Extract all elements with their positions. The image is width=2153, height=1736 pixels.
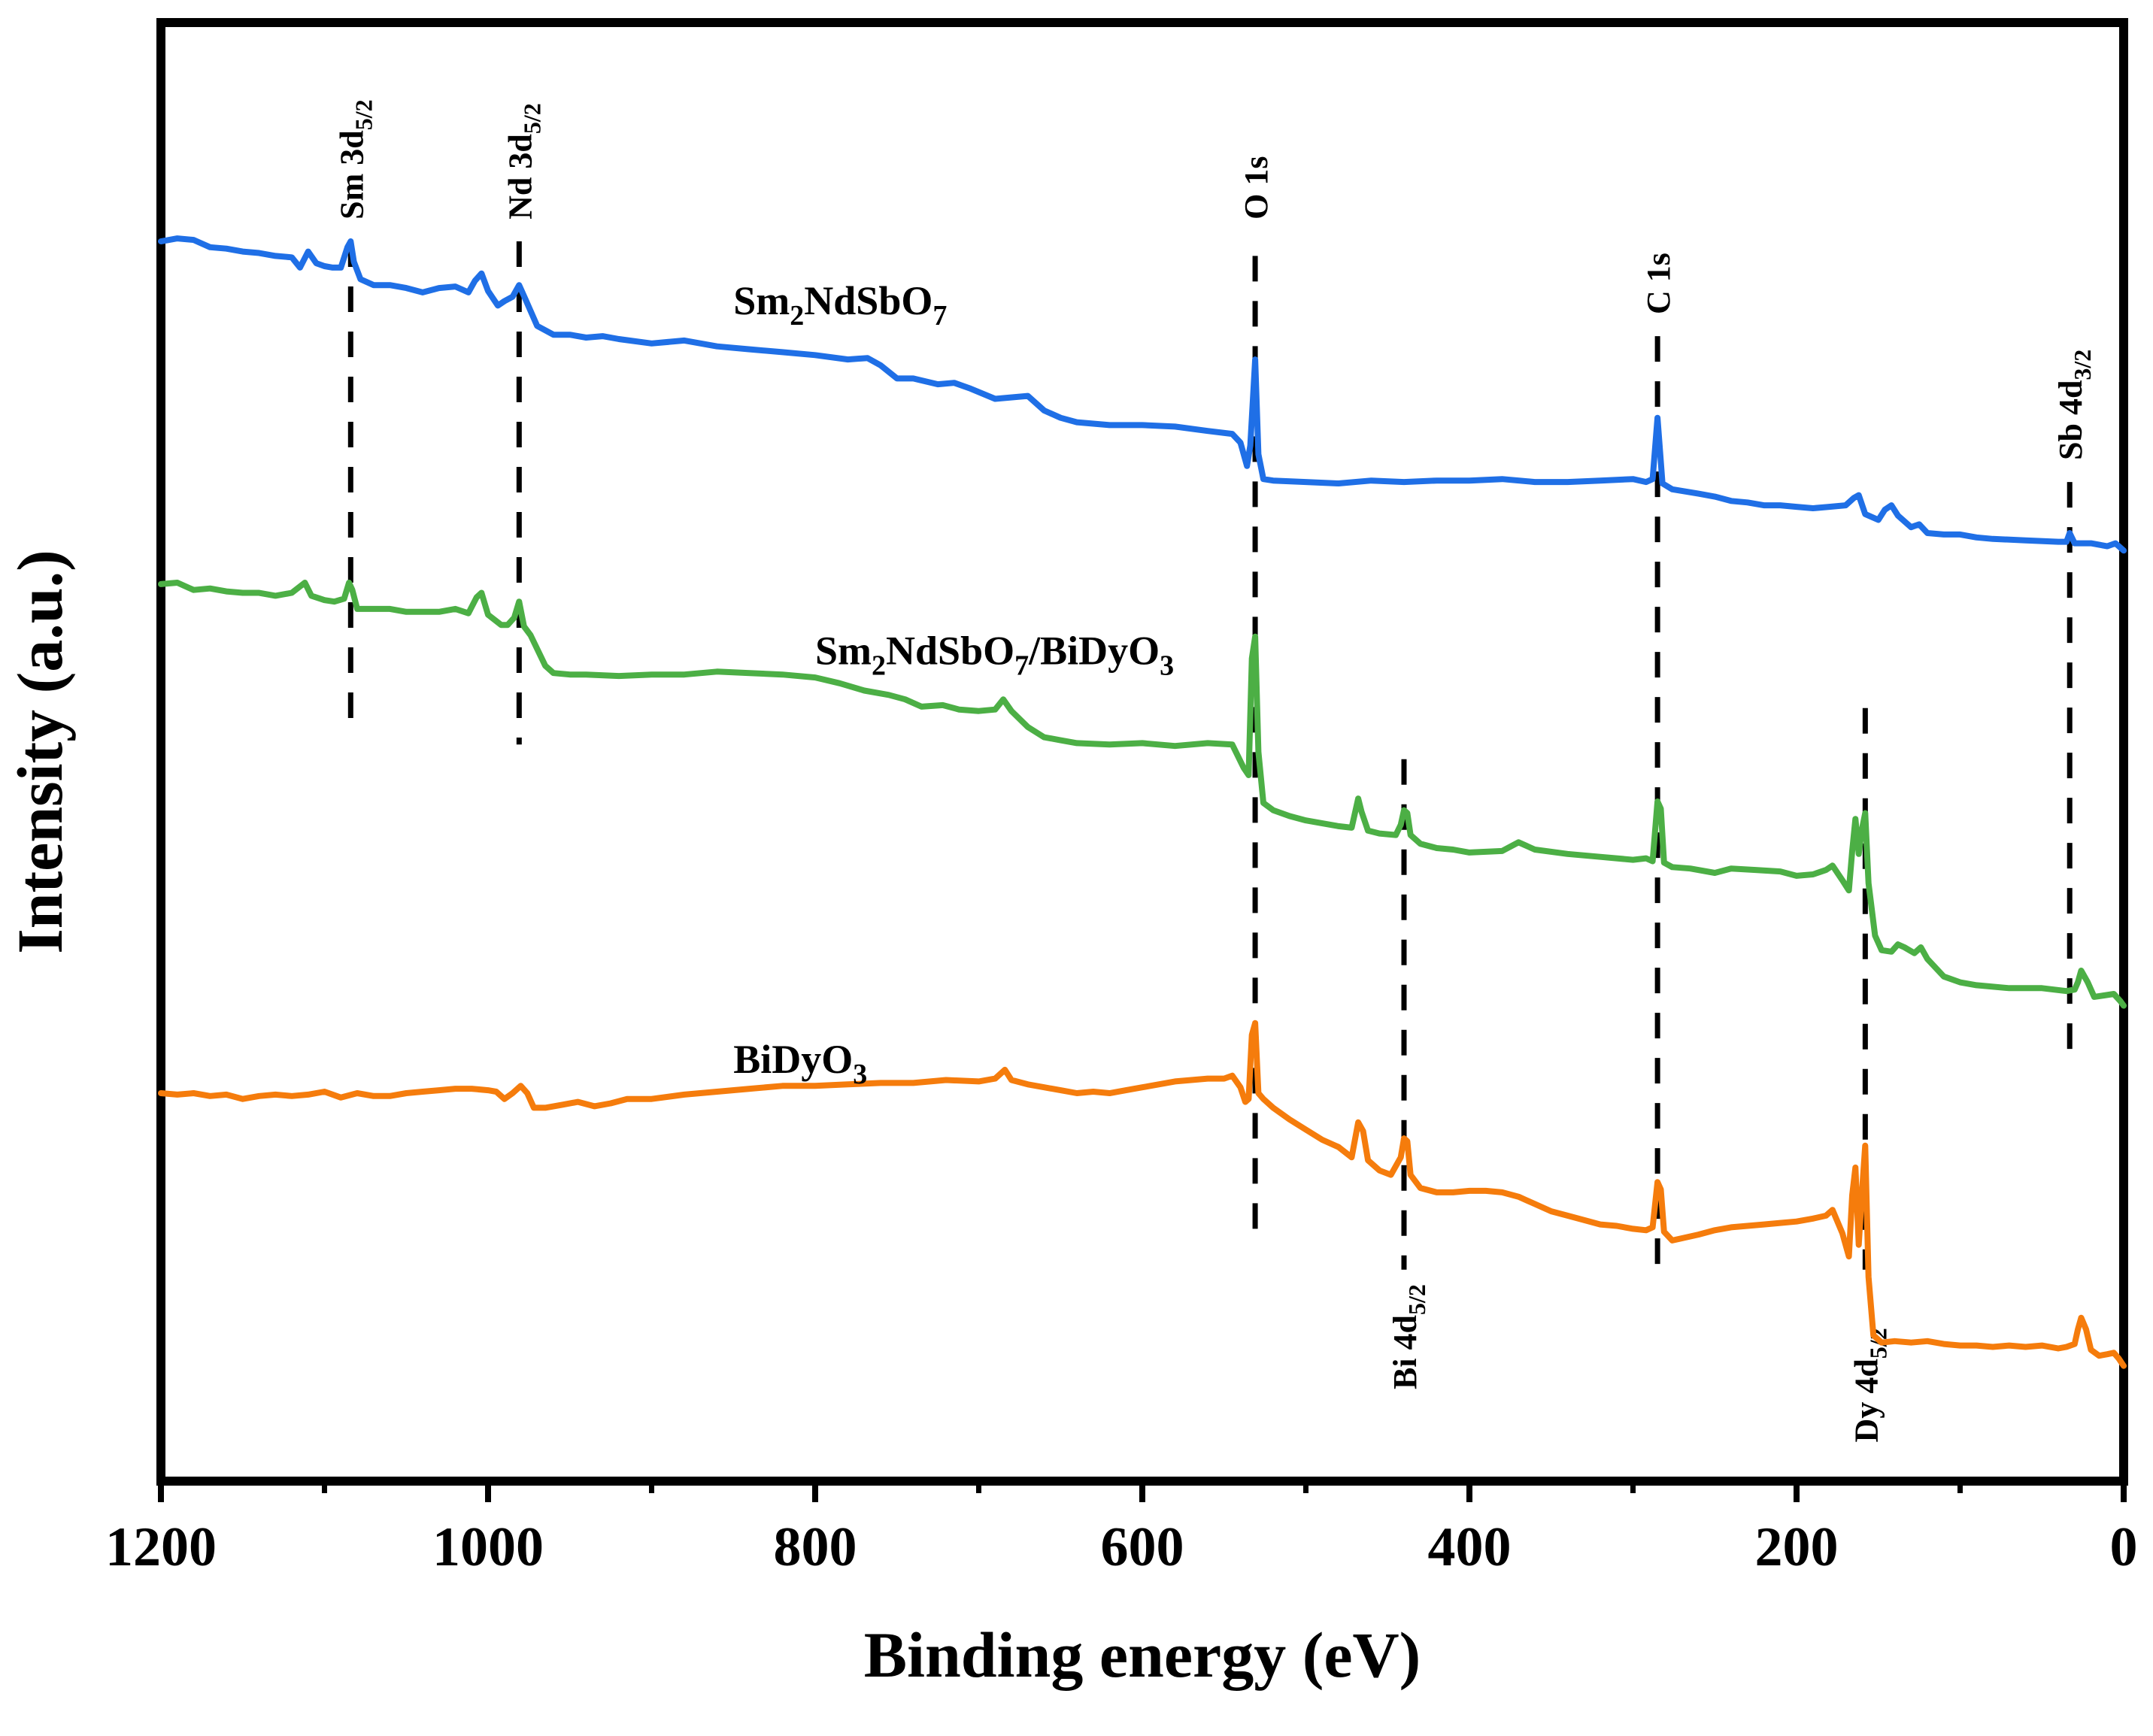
x-axis-title: Binding energy (eV) (864, 1619, 1421, 1691)
series-line-0 (158, 235, 2127, 554)
series-label-1: Sm2NdSbO7/BiDyO3 (815, 629, 1174, 682)
plot-frame (156, 18, 2128, 1486)
sm-3d-peak-label: Sm 3d5/2 (333, 99, 377, 219)
x-tick-label: 1000 (432, 1516, 544, 1578)
y-axis-title: Intensity (a.u.) (4, 550, 76, 954)
nd-3d-peak-label: Nd 3d5/2 (502, 103, 545, 220)
series-line-1 (158, 580, 2127, 1009)
c-1s-peak-label: C 1s (1640, 253, 1677, 314)
x-tick-label: 400 (1428, 1516, 1512, 1578)
x-tick-label: 600 (1101, 1516, 1184, 1578)
x-tick-label: 1200 (105, 1516, 217, 1578)
series-label-0: Sm2NdSbO7 (733, 278, 947, 332)
x-tick-label: 0 (2110, 1516, 2138, 1578)
bi-4d-peak-label: Bi 4d5/2 (1387, 1284, 1430, 1389)
series-labels: Sm2NdSbO7 Sm2NdSbO7/BiDyO3 BiDyO3 (733, 278, 1174, 1090)
peak-annotations: Sm 3d5/2 Nd 3d5/2 O 1s C 1s Sb 4d3/2 Bi 4d5/2… (333, 99, 2096, 1442)
x-tick-label: 200 (1755, 1516, 1839, 1578)
x-axis-ticks (158, 1481, 2127, 1502)
x-tick-label: 800 (774, 1516, 857, 1578)
series-line-2 (158, 1019, 2127, 1369)
o-1s-peak-label: O 1s (1238, 156, 1275, 220)
sb-4d-peak-label: Sb 4d3/2 (2052, 350, 2096, 460)
series-label-2: BiDyO3 (733, 1037, 867, 1090)
x-axis-tick-labels: 1200 1000 800 600 400 200 0 (105, 1516, 2138, 1578)
series-lines (158, 235, 2127, 1369)
